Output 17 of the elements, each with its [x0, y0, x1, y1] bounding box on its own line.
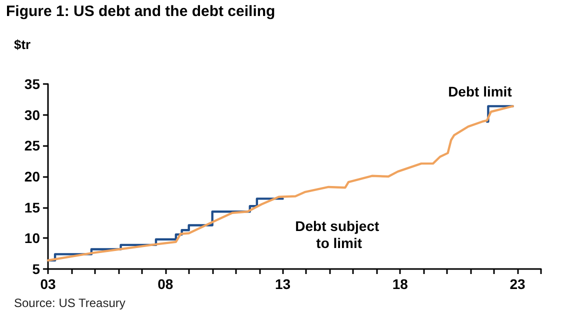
series-label: Debt limit	[448, 83, 512, 100]
y-tick-label: 15	[24, 199, 40, 216]
y-tick-label: 5	[32, 261, 40, 277]
x-tick-label: 18	[392, 276, 408, 292]
series-label: Debt subject to limit	[295, 218, 384, 251]
y-tick-label: 25	[24, 138, 40, 154]
y-tick-label: 10	[24, 230, 40, 246]
x-tick-label: 08	[158, 276, 174, 292]
x-tick-label: 13	[274, 276, 291, 292]
y-tick-label: 20	[24, 168, 40, 184]
x-tick-label: 03	[40, 276, 56, 292]
x-tick-label: 23	[510, 276, 526, 292]
source-note: Source: US Treasury	[14, 296, 126, 310]
chart-title: Figure 1: US debt and the debt ceiling	[6, 3, 276, 20]
y-tick-label: 30	[24, 106, 40, 123]
y-tick-label: 35	[24, 76, 40, 92]
y-axis-title: $tr	[14, 37, 31, 52]
